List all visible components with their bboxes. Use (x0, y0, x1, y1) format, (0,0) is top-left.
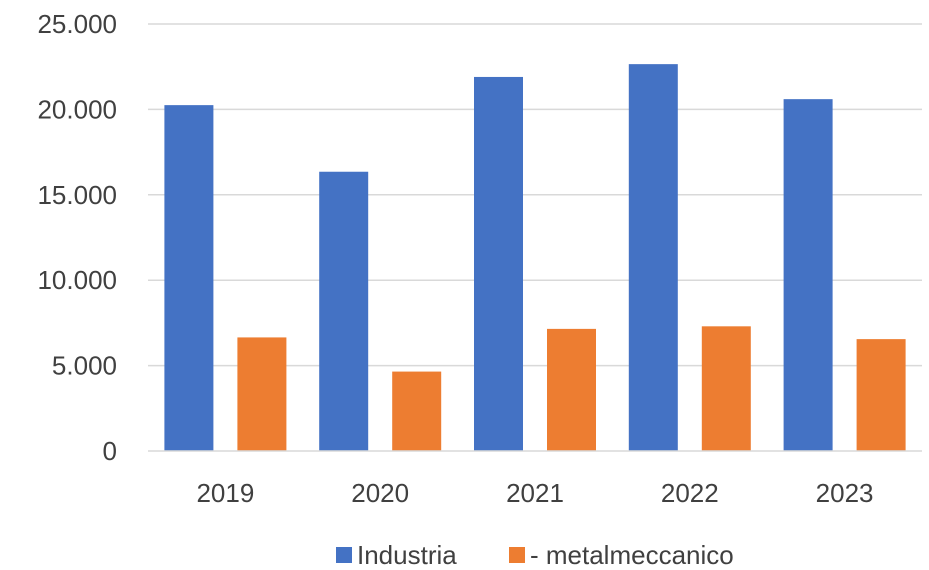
bar-metalmeccanico-2020 (392, 371, 442, 451)
y-tick-label: 0 (103, 436, 117, 466)
bar-industria-2019 (164, 105, 214, 451)
legend: Industria - metalmeccanico (336, 540, 734, 570)
x-tick-label: 2020 (351, 478, 409, 508)
x-tick-label: 2022 (661, 478, 719, 508)
bar-metalmeccanico-2019 (237, 337, 287, 451)
y-tick-label: 10.000 (37, 265, 117, 295)
x-tick-label: 2023 (816, 478, 874, 508)
legend-label: Industria (357, 540, 457, 570)
y-tick-label: 5.000 (52, 351, 117, 381)
x-axis-tick-labels: 2019 2020 2021 2022 2023 (196, 478, 873, 508)
y-axis-tick-labels: 0 5.000 10.000 15.000 20.000 25.000 (37, 9, 117, 466)
bar-industria-2022 (628, 64, 678, 451)
legend-swatch (509, 547, 525, 563)
legend-label: - metalmeccanico (530, 540, 734, 570)
y-tick-label: 20.000 (37, 94, 117, 124)
y-tick-label: 25.000 (37, 9, 117, 39)
bar-metalmeccanico-2021 (547, 328, 596, 451)
bar-industria-2021 (474, 76, 523, 451)
bar-metalmeccanico-2022 (701, 326, 751, 451)
bar-industria-2020 (319, 171, 369, 451)
bars (164, 64, 906, 451)
x-tick-label: 2021 (506, 478, 564, 508)
y-tick-label: 15.000 (37, 180, 117, 210)
x-tick-label: 2019 (196, 478, 254, 508)
bar-metalmeccanico-2023 (856, 339, 906, 451)
bar-industria-2023 (783, 99, 833, 451)
legend-swatch (336, 547, 352, 563)
